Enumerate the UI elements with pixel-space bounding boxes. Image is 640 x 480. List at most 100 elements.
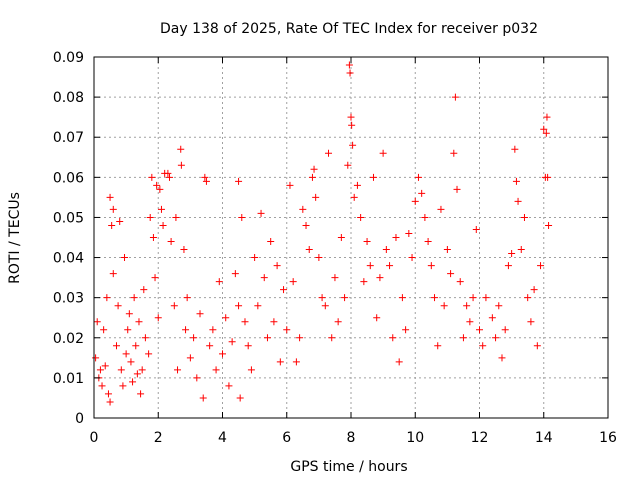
data-point: [244, 342, 252, 350]
data-point: [177, 161, 185, 169]
data-point: [382, 246, 390, 254]
data-point: [421, 213, 429, 221]
data-point: [153, 181, 161, 189]
data-point: [443, 246, 451, 254]
data-point: [196, 310, 204, 318]
data-point: [129, 378, 137, 386]
data-point: [154, 314, 162, 322]
data-point: [353, 181, 361, 189]
data-point: [363, 238, 371, 246]
x-tick-label: 6: [282, 430, 291, 446]
data-point: [148, 173, 156, 181]
axis-ticks: [93, 56, 609, 419]
data-point: [524, 294, 532, 302]
data-point: [459, 334, 467, 342]
data-point: [172, 213, 180, 221]
data-point: [386, 262, 394, 270]
data-point: [345, 61, 353, 69]
data-points: [92, 61, 553, 406]
data-point: [369, 173, 377, 181]
data-point: [190, 334, 198, 342]
data-point: [116, 217, 124, 225]
data-point: [199, 394, 207, 402]
data-point: [440, 302, 448, 310]
data-point: [182, 326, 190, 334]
data-point: [141, 334, 149, 342]
data-point: [540, 125, 548, 133]
data-point: [206, 342, 214, 350]
data-point: [411, 197, 419, 205]
data-point: [492, 334, 500, 342]
y-tick-label: 0.05: [53, 210, 84, 226]
data-point: [312, 193, 320, 201]
data-point: [133, 370, 141, 378]
data-point: [348, 121, 356, 129]
data-point: [308, 173, 316, 181]
data-point: [508, 250, 516, 258]
data-point: [251, 254, 259, 262]
x-tick-label: 0: [90, 430, 99, 446]
data-point: [302, 221, 310, 229]
data-point: [296, 334, 304, 342]
data-point: [212, 366, 220, 374]
data-point: [495, 302, 503, 310]
data-point: [328, 334, 336, 342]
data-point: [109, 205, 117, 213]
data-point: [469, 294, 477, 302]
data-point: [344, 161, 352, 169]
data-point: [427, 262, 435, 270]
data-point: [395, 358, 403, 366]
data-point: [537, 262, 545, 270]
data-point: [331, 274, 339, 282]
data-point: [138, 366, 146, 374]
data-point: [476, 326, 483, 334]
x-tick-label: 8: [347, 430, 356, 446]
data-point: [174, 366, 182, 374]
data-point: [165, 173, 173, 181]
y-tick-label: 0.01: [53, 371, 84, 387]
data-point: [209, 326, 217, 334]
data-point: [357, 213, 365, 221]
data-point: [517, 246, 525, 254]
data-point: [238, 213, 246, 221]
data-point: [170, 302, 178, 310]
data-point: [149, 234, 157, 241]
data-point: [450, 149, 458, 157]
data-point: [122, 350, 130, 358]
data-point: [543, 113, 551, 121]
data-point: [418, 189, 426, 197]
data-point: [533, 342, 541, 350]
data-point: [482, 294, 490, 302]
data-point: [315, 254, 323, 262]
data-point: [299, 205, 307, 213]
data-point: [186, 354, 194, 362]
data-point: [108, 221, 116, 229]
data-point: [463, 302, 471, 310]
data-point: [456, 278, 464, 286]
data-point: [215, 278, 223, 286]
data-point: [451, 93, 459, 101]
data-point: [222, 314, 230, 322]
data-point: [512, 177, 520, 185]
data-point: [236, 394, 244, 402]
data-point: [402, 326, 410, 334]
data-point: [542, 129, 550, 137]
data-point: [124, 326, 132, 334]
data-point: [398, 294, 406, 302]
data-point: [219, 350, 226, 358]
data-point: [424, 238, 432, 246]
data-point: [453, 185, 461, 193]
data-point: [472, 225, 480, 233]
data-point: [109, 270, 117, 278]
data-point: [270, 318, 278, 326]
data-point: [112, 342, 120, 350]
data-point: [177, 145, 185, 153]
data-point: [103, 294, 111, 302]
data-point: [193, 374, 201, 382]
data-point: [337, 234, 345, 241]
data-point: [96, 366, 104, 374]
data-point: [511, 145, 519, 153]
y-tick-label: 0: [75, 411, 84, 427]
data-point: [366, 262, 374, 270]
